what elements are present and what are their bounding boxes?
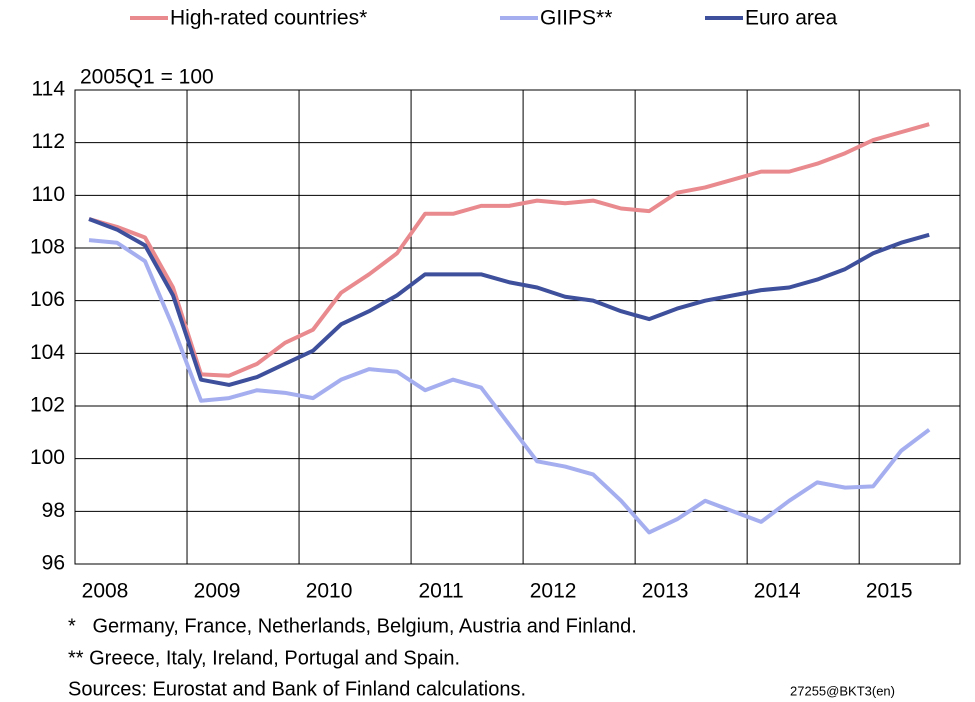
y-tick-label: 104 — [30, 341, 65, 364]
x-tick-label: 2010 — [306, 580, 353, 603]
x-tick-label: 2014 — [754, 580, 801, 603]
y-tick-label: 106 — [30, 288, 65, 311]
plot-frame — [74, 89, 961, 565]
x-tick-label: 2009 — [194, 580, 241, 603]
note: Sources: Eurostat and Bank of Finland ca… — [68, 678, 526, 700]
x-tick-label: 2011 — [418, 580, 463, 603]
series-line — [88, 217, 930, 387]
code: 27255@BKT3(en) — [790, 683, 895, 698]
legend-label: Euro area — [745, 7, 838, 30]
note: ** Greece, Italy, Ireland, Portugal and … — [68, 647, 460, 669]
y-tick-label: 100 — [30, 446, 65, 469]
y-tick-label: 114 — [32, 78, 66, 101]
x-tick-label: 2013 — [642, 580, 689, 603]
series-line — [88, 122, 930, 378]
y-tick-label: 110 — [32, 183, 65, 206]
y-tick-label: 96 — [42, 552, 65, 575]
series-line — [88, 238, 931, 535]
x-tick-label: 2008 — [82, 580, 129, 603]
x-tick-label: 2015 — [866, 580, 913, 603]
y-tick-label: 108 — [30, 236, 65, 259]
legend-label: GIIPS** — [540, 7, 612, 30]
y-tick-label: 112 — [32, 130, 65, 153]
x-tick-label: 2012 — [530, 580, 577, 603]
legend-label: High-rated countries* — [170, 7, 367, 30]
y-tick-label: 102 — [30, 394, 65, 417]
y-unit-label: 2005Q1 = 100 — [80, 66, 214, 89]
note: * Germany, France, Netherlands, Belgium,… — [68, 615, 637, 637]
y-tick-label: 98 — [42, 499, 65, 522]
